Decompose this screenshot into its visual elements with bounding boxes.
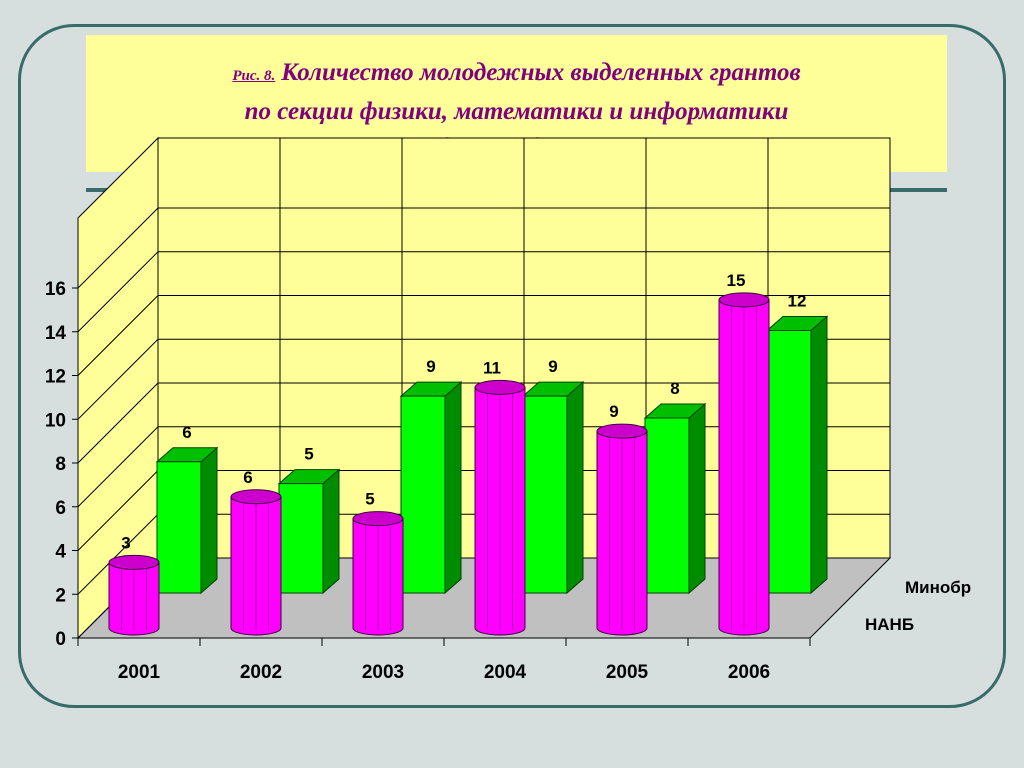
cylinder-top	[352, 511, 404, 527]
bar-nanb-2003: 5	[352, 490, 404, 636]
cylinder-top	[718, 292, 770, 308]
data-label: 6	[243, 468, 252, 487]
bar-side	[200, 446, 218, 595]
cylinder-top	[596, 423, 648, 439]
figure-label: Рис. 8.	[232, 68, 276, 84]
bar-nanb-2005: 9	[596, 402, 648, 636]
series-nanb-bars: 3 6 5 11 9 15	[108, 271, 770, 636]
data-label: 9	[426, 357, 435, 376]
y-tick-label: 8	[55, 454, 66, 475]
bar-front	[400, 395, 446, 594]
cylinder-top	[230, 489, 282, 505]
data-label: 8	[670, 379, 679, 398]
legend: Минобр НАНБ	[865, 578, 971, 634]
bar-side	[810, 315, 828, 595]
x-tick-label: 2005	[606, 662, 649, 683]
data-label: 5	[304, 445, 313, 464]
y-tick-label: 0	[55, 629, 66, 650]
bar-front	[156, 461, 202, 594]
bar-nanb-2002: 6	[230, 468, 282, 636]
bar-minobr-2005: 8	[643, 379, 707, 595]
data-label: 3	[121, 533, 130, 552]
bar-side	[322, 468, 340, 595]
title-text-1: Количество молодежных выделенных грантов	[281, 59, 801, 86]
slide-frame	[18, 24, 1006, 708]
x-tick-label: 2002	[240, 662, 282, 683]
data-label: 11	[483, 358, 501, 377]
data-label: 6	[182, 423, 191, 442]
title-line-2: по секции физики, математики и информати…	[244, 98, 789, 125]
data-label: 12	[788, 292, 807, 311]
y-tick-label: 10	[45, 410, 66, 431]
data-label: 9	[609, 402, 618, 421]
series-minobr-bars: 6 5 9 9 8 12	[155, 292, 829, 595]
bar-side	[566, 381, 584, 595]
legend-label-minobr: Минобр	[905, 578, 971, 597]
y-tick-label: 14	[45, 323, 67, 344]
data-label: 5	[365, 490, 374, 509]
data-label: 15	[727, 271, 746, 290]
data-label: 9	[548, 357, 557, 376]
x-tick-label: 2006	[728, 662, 770, 683]
bar-side	[688, 402, 706, 595]
bar-nanb-2001: 3	[108, 533, 160, 636]
bar-minobr-2003: 9	[399, 357, 463, 595]
cylinder-top	[474, 379, 526, 395]
bar-side	[444, 381, 462, 595]
bar-minobr-2002: 5	[277, 445, 341, 595]
y-axis: 0 2 4 6 8 10 12 14 16	[45, 218, 79, 650]
y-tick-label: 2	[55, 585, 66, 606]
bar-nanb-2006: 15	[718, 271, 770, 636]
x-tick-label: 2001	[118, 662, 161, 683]
y-tick-label: 16	[45, 279, 66, 300]
bar-front	[522, 395, 568, 594]
y-tick-label: 4	[55, 542, 66, 563]
bar-nanb-2004: 11	[474, 358, 526, 636]
bar-minobr-2006: 12	[765, 292, 829, 595]
x-tick-label: 2004	[484, 662, 527, 683]
x-axis: 2001 2002 2003 2004 2005 2006	[77, 637, 811, 683]
bar-front	[644, 417, 690, 594]
bar-front	[766, 330, 812, 594]
y-tick-label: 12	[45, 367, 66, 388]
title-line-1: Рис. 8. Количество молодежных выделенных …	[86, 55, 947, 94]
x-tick-label: 2003	[362, 662, 404, 683]
legend-label-nanb: НАНБ	[865, 615, 914, 634]
cylinder-top	[108, 554, 160, 570]
y-tick-label: 6	[55, 498, 66, 519]
bar-front	[278, 483, 324, 594]
bar-minobr-2001: 6	[155, 423, 219, 595]
bar-minobr-2004: 9	[521, 357, 585, 595]
